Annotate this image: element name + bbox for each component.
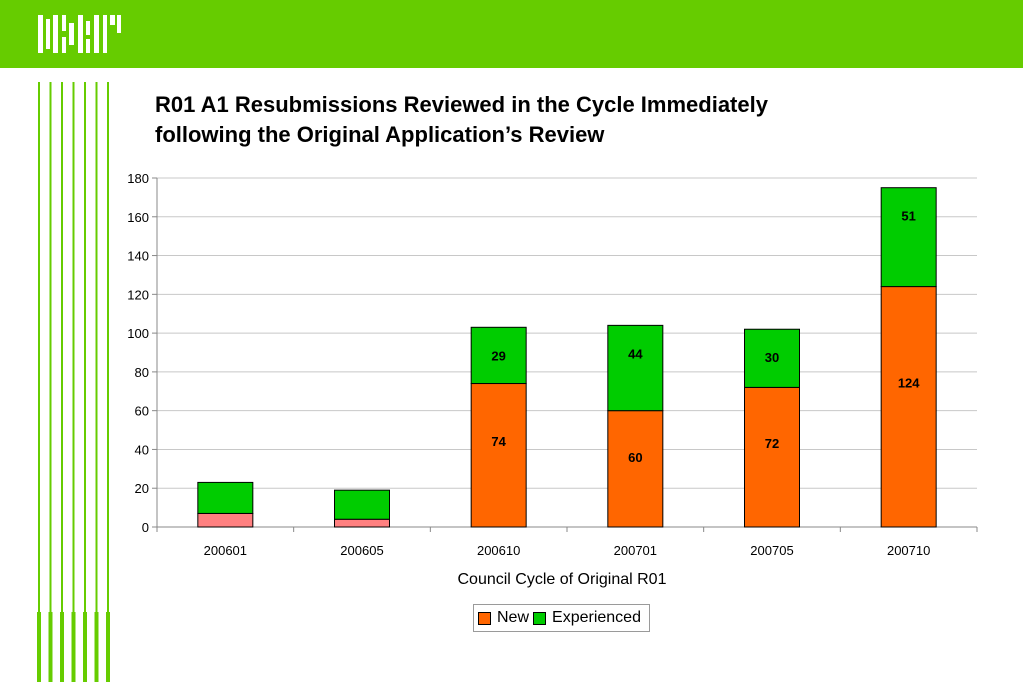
bar-new (197, 512, 254, 528)
chart-title-line-1: R01 A1 Resubmissions Reviewed in the Cyc… (155, 92, 768, 117)
side-line-thick (60, 612, 64, 682)
bar-experienced (197, 481, 254, 514)
side-line-thick (48, 612, 53, 682)
x-tick-label: 200705 (750, 543, 793, 558)
side-line-thick (106, 612, 110, 682)
legend-swatch-new (478, 611, 491, 625)
bar-experienced (334, 489, 390, 520)
y-tick-label: 80 (135, 365, 149, 380)
x-tick-label: 200605 (340, 543, 383, 558)
data-label: 30 (765, 350, 779, 365)
legend-label-new: New (497, 609, 530, 626)
y-tick-label: 40 (135, 442, 149, 457)
x-axis-label: Council Cycle of Original R01 (458, 571, 667, 588)
chart-legend: New Experienced (473, 604, 650, 632)
bar-new (470, 383, 527, 528)
bar-experienced (880, 187, 937, 288)
header-bar (0, 0, 1023, 68)
y-tick-label: 140 (127, 249, 149, 264)
side-line-thick (94, 612, 99, 682)
data-label: 51 (901, 209, 915, 224)
bar-new (744, 386, 800, 528)
data-label: 124 (898, 376, 920, 391)
y-tick-label: 20 (135, 481, 149, 496)
data-label: 72 (765, 436, 779, 451)
legend-label-experienced: Experienced (552, 609, 641, 626)
chart-title-line-2: following the Original Application’s Rev… (155, 122, 605, 147)
bar-experienced (607, 324, 664, 412)
data-label: 29 (491, 348, 505, 363)
bar-experienced (470, 326, 527, 385)
y-tick-label: 180 (127, 171, 149, 186)
x-tick-label: 200701 (614, 543, 657, 558)
side-line-thick (37, 612, 41, 682)
y-tick-label: 160 (127, 210, 149, 225)
data-label: 74 (491, 434, 506, 449)
y-tick-label: 100 (127, 326, 149, 341)
x-tick-label: 200610 (477, 543, 520, 558)
y-tick-label: 60 (135, 404, 149, 419)
legend-swatch-experienced (533, 611, 547, 625)
decorative-side-lines (37, 82, 110, 682)
side-line-thick (71, 612, 76, 682)
legend-item-new: New (478, 609, 529, 627)
y-tick-label: 120 (127, 287, 149, 302)
chart-title: R01 A1 Resubmissions Reviewed in the Cyc… (155, 90, 915, 150)
x-tick-label: 200710 (887, 543, 930, 558)
bar-new (334, 518, 390, 528)
data-label: 44 (628, 346, 643, 361)
bar-new (607, 410, 664, 528)
x-tick-label: 200601 (204, 543, 247, 558)
legend-item-experienced: Experienced (533, 609, 641, 627)
data-label: 60 (628, 450, 642, 465)
bar-experienced (744, 328, 800, 388)
NSR-logo-icon (38, 15, 121, 53)
y-tick-label: 0 (142, 520, 149, 535)
bar-new (880, 286, 937, 528)
side-line-thick (83, 612, 87, 682)
